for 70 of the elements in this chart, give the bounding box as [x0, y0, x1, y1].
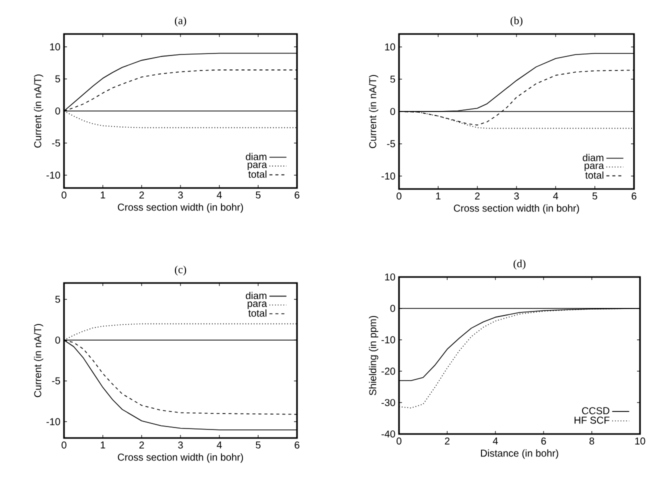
x-tick-label: 0 — [396, 438, 402, 445]
x-tick-label: 3 — [178, 192, 183, 199]
y-tick-label: -5 — [387, 140, 396, 148]
y-axis-title: Current (in nA/T) — [368, 75, 378, 148]
x-tick-label: 2 — [139, 442, 144, 448]
y-tick-label: 0 — [55, 336, 60, 344]
x-axis-title: Distance (in bohr) — [481, 449, 558, 459]
legend-label: HF SCF — [574, 416, 610, 424]
x-tick-label: 4 — [492, 438, 498, 444]
y-tick-label: 0 — [390, 108, 396, 116]
chart-title: (d) — [514, 260, 526, 270]
y-axis-title: Shielding (in ppm) — [368, 316, 378, 396]
x-tick-label: 4 — [216, 192, 222, 198]
x-tick-label: 1 — [436, 192, 440, 200]
y-tick-label: -10 — [382, 172, 396, 180]
x-tick-label: 5 — [256, 192, 261, 198]
y-axis-title: Current (in nA/T) — [34, 74, 44, 148]
y-tick-label: 5 — [390, 76, 396, 83]
x-tick-label: 2 — [475, 192, 480, 200]
legend-label: para — [248, 302, 268, 309]
x-tick-label: 5 — [592, 192, 598, 200]
y-tick-label: -40 — [382, 430, 396, 438]
y-tick-label: -10 — [46, 418, 60, 426]
x-tick-label: 2 — [444, 438, 450, 444]
legend-label: para — [584, 164, 604, 172]
y-tick-label: -5 — [52, 140, 60, 147]
chart-title: (c) — [174, 266, 186, 276]
y-tick-label: 5 — [55, 75, 60, 82]
legend-label: diam — [582, 154, 604, 162]
x-axis-title: Cross section width (in bohr) — [118, 453, 243, 463]
legend-label: diam — [246, 152, 266, 160]
y-axis-title: Current (in nA/T) — [34, 324, 44, 398]
legend-label: total — [248, 170, 266, 178]
x-tick-label: 8 — [589, 438, 594, 445]
y-tick-label: 5 — [55, 296, 60, 303]
y-tick-label: -5 — [52, 377, 60, 384]
x-tick-label: 6 — [294, 442, 300, 449]
legend-label: diam — [246, 292, 266, 300]
x-tick-label: 6 — [541, 438, 546, 445]
y-tick-label: -30 — [382, 399, 396, 406]
chart-title: (a) — [174, 16, 186, 26]
y-tick-label: -20 — [382, 368, 396, 375]
x-tick-label: 10 — [635, 438, 646, 445]
y-tick-label: 0 — [390, 304, 396, 312]
x-axis-title: Cross section width (in bohr) — [454, 204, 579, 214]
legend-label: para — [248, 162, 268, 170]
y-tick-label: 10 — [385, 43, 396, 50]
legend-label: total — [248, 309, 266, 317]
x-tick-label: 0 — [396, 192, 402, 200]
x-tick-label: 1 — [100, 192, 106, 198]
y-tick-label: 0 — [55, 107, 60, 115]
legend-label: CCSD — [582, 407, 610, 414]
y-tick-label: 10 — [50, 43, 60, 50]
x-tick-label: 4 — [216, 442, 222, 448]
x-tick-label: 0 — [62, 442, 66, 449]
x-tick-label: 1 — [100, 442, 106, 448]
x-tick-label: 6 — [632, 192, 636, 200]
x-tick-label: 5 — [256, 442, 261, 448]
y-tick-label: -10 — [46, 172, 60, 179]
y-tick-label: -10 — [382, 336, 396, 344]
x-axis-title: Cross section width (in bohr) — [118, 203, 243, 213]
x-tick-label: 3 — [178, 442, 183, 449]
legend-label: total — [585, 171, 604, 179]
x-tick-label: 4 — [553, 192, 558, 200]
x-tick-label: 0 — [62, 192, 66, 199]
x-tick-label: 6 — [294, 192, 300, 199]
x-tick-label: 3 — [514, 192, 519, 200]
chart-title: (b) — [510, 16, 522, 26]
y-tick-label: 10 — [385, 273, 396, 281]
x-tick-label: 2 — [139, 192, 144, 198]
